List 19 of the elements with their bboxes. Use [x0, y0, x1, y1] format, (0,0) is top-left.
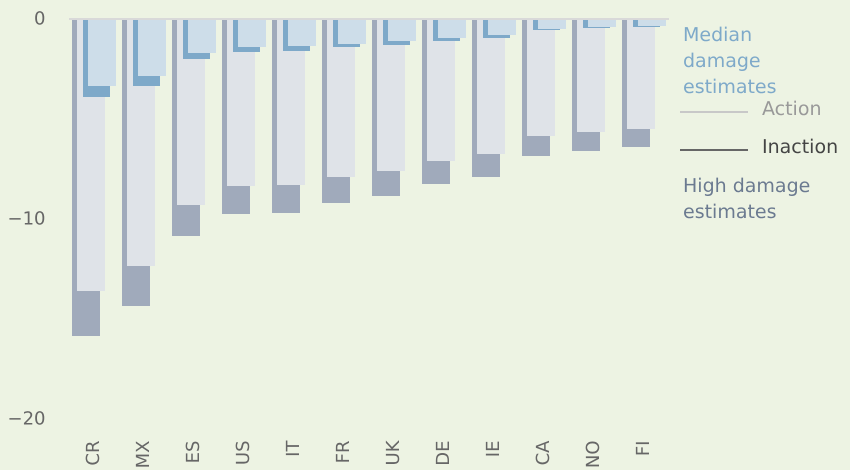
text: Inaction: [762, 135, 838, 160]
text: Action: [762, 97, 822, 122]
x-tick-label: MX: [133, 440, 154, 468]
x-tick-label: FR: [333, 440, 354, 464]
x-tick-label: IT: [283, 440, 304, 457]
y-tick-label: −10: [8, 208, 46, 230]
text: Median damage estimates: [683, 23, 778, 100]
x-tick-label: CA: [533, 440, 554, 466]
x-tick-label: CR: [83, 440, 104, 466]
x-tick-label: UK: [383, 439, 404, 466]
x-tick-label: IE: [483, 440, 504, 458]
y-tick-label: 0: [34, 8, 46, 30]
x-tick-label: US: [233, 440, 254, 466]
x-tick-label: FI: [633, 440, 654, 456]
x-tick-label: DE: [433, 440, 454, 466]
text: High damage estimates: [683, 174, 812, 225]
x-tick-label: ES: [183, 440, 204, 464]
y-tick-label: −20: [8, 408, 46, 430]
x-tick-label: NO: [583, 440, 604, 468]
